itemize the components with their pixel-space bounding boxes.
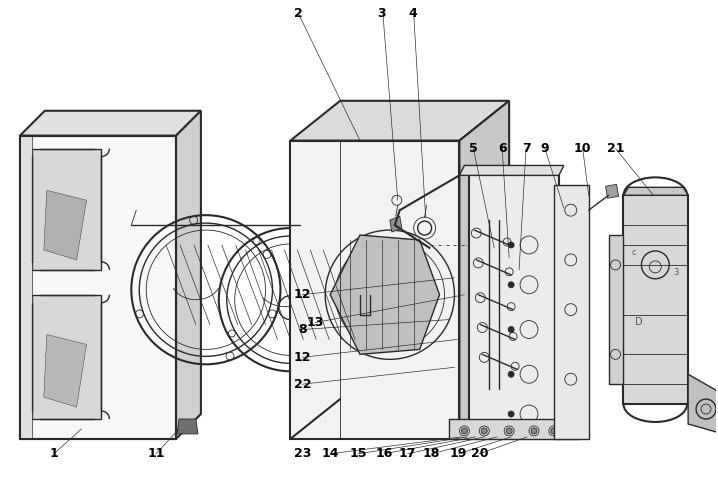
Text: 13: 13 bbox=[307, 316, 324, 329]
Circle shape bbox=[481, 428, 488, 434]
Polygon shape bbox=[460, 101, 509, 439]
Text: 9: 9 bbox=[541, 142, 549, 155]
Polygon shape bbox=[554, 186, 589, 439]
Polygon shape bbox=[44, 335, 87, 407]
Text: 11: 11 bbox=[147, 447, 165, 460]
Text: 4: 4 bbox=[409, 7, 417, 20]
Text: 1: 1 bbox=[50, 447, 58, 460]
Polygon shape bbox=[390, 216, 402, 232]
Polygon shape bbox=[176, 111, 201, 439]
Text: 5: 5 bbox=[469, 142, 477, 155]
Polygon shape bbox=[20, 111, 201, 135]
Text: 12: 12 bbox=[294, 351, 311, 364]
Text: 3: 3 bbox=[378, 7, 386, 20]
Circle shape bbox=[508, 326, 514, 333]
Text: 20: 20 bbox=[470, 447, 488, 460]
Circle shape bbox=[508, 242, 514, 248]
Circle shape bbox=[462, 428, 467, 434]
Polygon shape bbox=[623, 187, 688, 195]
Text: 22: 22 bbox=[294, 378, 311, 391]
Text: 19: 19 bbox=[449, 447, 467, 460]
Polygon shape bbox=[688, 374, 718, 434]
Polygon shape bbox=[44, 190, 87, 260]
Text: 15: 15 bbox=[349, 447, 367, 460]
Circle shape bbox=[508, 371, 514, 377]
Text: 21: 21 bbox=[607, 142, 624, 155]
Polygon shape bbox=[290, 141, 460, 439]
Polygon shape bbox=[290, 101, 509, 141]
Polygon shape bbox=[32, 295, 101, 419]
Polygon shape bbox=[460, 166, 564, 175]
Text: 16: 16 bbox=[376, 447, 393, 460]
Polygon shape bbox=[470, 175, 559, 439]
Circle shape bbox=[531, 428, 537, 434]
Polygon shape bbox=[20, 135, 32, 439]
Text: 8: 8 bbox=[298, 323, 307, 336]
Circle shape bbox=[508, 411, 514, 417]
Text: 18: 18 bbox=[423, 447, 440, 460]
Text: D: D bbox=[635, 317, 643, 327]
Text: 2: 2 bbox=[294, 7, 303, 20]
Text: 3: 3 bbox=[673, 268, 679, 277]
Polygon shape bbox=[32, 149, 101, 270]
Polygon shape bbox=[330, 235, 439, 355]
Text: 10: 10 bbox=[574, 142, 592, 155]
Polygon shape bbox=[609, 235, 623, 384]
Text: 14: 14 bbox=[322, 447, 339, 460]
Circle shape bbox=[551, 428, 557, 434]
Polygon shape bbox=[449, 419, 579, 439]
Polygon shape bbox=[20, 135, 176, 439]
Text: c: c bbox=[631, 248, 636, 257]
Text: 6: 6 bbox=[498, 142, 506, 155]
Circle shape bbox=[508, 282, 514, 288]
Text: 7: 7 bbox=[522, 142, 531, 155]
Text: 17: 17 bbox=[399, 447, 416, 460]
Polygon shape bbox=[605, 185, 618, 198]
Text: 12: 12 bbox=[294, 288, 311, 301]
Polygon shape bbox=[623, 195, 688, 404]
Polygon shape bbox=[177, 419, 198, 434]
Circle shape bbox=[506, 428, 512, 434]
Text: 23: 23 bbox=[294, 447, 311, 460]
